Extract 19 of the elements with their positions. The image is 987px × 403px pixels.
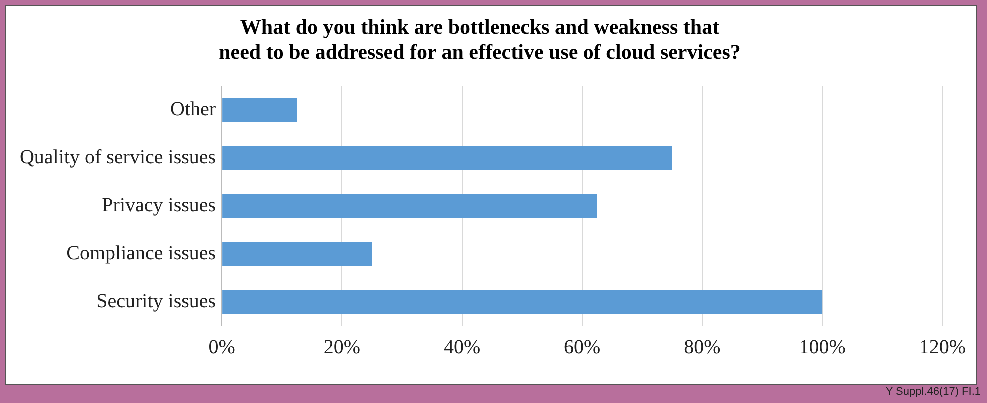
x-tick-label: 20% <box>324 336 360 358</box>
bar <box>222 242 372 266</box>
y-tick-label: Quality of service issues <box>20 146 216 169</box>
x-tick-label: 40% <box>444 336 481 358</box>
x-tick-label: 0% <box>208 336 236 358</box>
bar <box>222 290 823 314</box>
x-tick-label: 60% <box>564 336 601 358</box>
chart-title: What do you think are bottlenecks and weakness that need to be addressed for an effective use of cloud services? <box>219 15 741 64</box>
x-tick-label: 120% <box>919 336 966 358</box>
bar <box>222 194 598 218</box>
y-tick-label: Other <box>170 98 216 121</box>
x-tick-label: 80% <box>684 336 721 358</box>
y-tick-label: Privacy issues <box>102 194 216 216</box>
bar <box>222 98 298 122</box>
bar <box>222 146 672 170</box>
text: Y Suppl.46(17) FI.1 <box>886 386 981 398</box>
y-tick-label: Compliance issues <box>66 242 216 264</box>
y-tick-label: Security issues <box>96 290 216 312</box>
x-tick-label: 100% <box>799 336 846 358</box>
